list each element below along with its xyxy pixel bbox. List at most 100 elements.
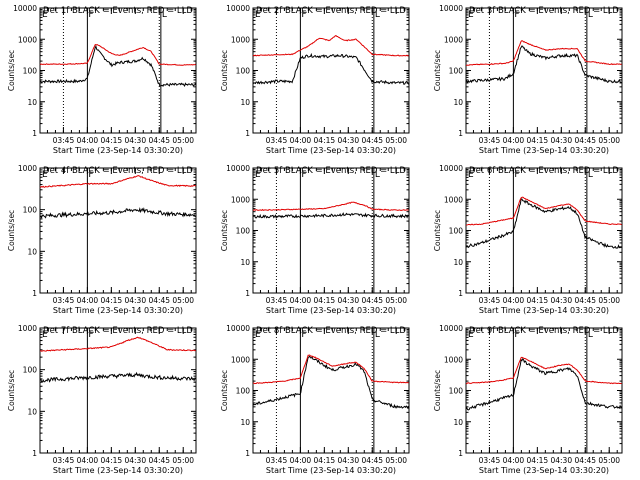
x-tick-label: 04:45 bbox=[361, 456, 383, 465]
x-tick-label: 04:45 bbox=[148, 296, 170, 305]
y-axis-label: Counts/sec bbox=[7, 370, 16, 411]
y-tick-label: 10000 bbox=[439, 164, 463, 173]
corner-label: E bbox=[255, 330, 261, 340]
x-axis-label: Start Time (23-Sep-14 03:30:20) bbox=[266, 306, 396, 315]
x-tick-label: 03:45 bbox=[266, 136, 288, 145]
x-tick-label: 04:00 bbox=[77, 296, 99, 305]
y-axis-label: Counts/sec bbox=[433, 210, 442, 251]
y-tick-label: 10000 bbox=[226, 324, 250, 333]
x-tick-label: 04:30 bbox=[550, 296, 572, 305]
y-axis-label: Counts/sec bbox=[220, 210, 229, 251]
series-events-line bbox=[465, 45, 622, 84]
y-tick-label: 1000 bbox=[18, 324, 37, 333]
x-tick-label: 05:00 bbox=[598, 296, 620, 305]
series-events-line bbox=[252, 355, 410, 410]
x-axis-label: Start Time (23-Sep-14 03:30:20) bbox=[53, 146, 183, 155]
marker-label: F bbox=[88, 170, 93, 180]
y-tick-label: 10000 bbox=[13, 4, 37, 13]
detector-panel: Det 6f BLACK = Events, RED = LLD 1 10 100 10… bbox=[433, 164, 623, 315]
x-tick-label: 04:15 bbox=[527, 136, 549, 145]
corner-label: E bbox=[42, 170, 48, 180]
x-tick-label: 05:00 bbox=[385, 296, 407, 305]
marker-label: L bbox=[588, 170, 593, 180]
marker-label: F bbox=[301, 10, 306, 20]
plot-frame bbox=[39, 327, 197, 454]
x-tick-label: 04:45 bbox=[361, 296, 383, 305]
x-tick-label: 05:00 bbox=[385, 456, 407, 465]
panel-title: Det 3f BLACK = Events, RED = LLD bbox=[469, 6, 619, 16]
detector-panel: Det 5f BLACK = Events, RED = LLD 1 10 100 10… bbox=[220, 164, 410, 315]
x-tick-label: 03:45 bbox=[479, 296, 501, 305]
x-axis-label: Start Time (23-Sep-14 03:30:20) bbox=[53, 306, 183, 315]
x-tick-label: 05:00 bbox=[172, 456, 194, 465]
marker-label: L bbox=[588, 330, 593, 340]
series-events-line bbox=[465, 358, 623, 411]
x-tick-label: 04:00 bbox=[503, 296, 525, 305]
marker-label: L bbox=[588, 10, 593, 20]
x-tick-label: 04:30 bbox=[337, 456, 359, 465]
x-tick-label: 04:00 bbox=[290, 456, 312, 465]
y-tick-label: 100 bbox=[236, 387, 251, 396]
x-tick-label: 04:00 bbox=[77, 456, 99, 465]
y-tick-label: 1000 bbox=[18, 35, 37, 44]
corner-label: E bbox=[255, 170, 261, 180]
marker-label: F bbox=[88, 330, 93, 340]
y-tick-label: 1000 bbox=[444, 35, 463, 44]
corner-label: E bbox=[468, 10, 474, 20]
corner-label: E bbox=[468, 330, 474, 340]
panel-title: Det 7f BLACK = Events, RED = LLD bbox=[43, 326, 193, 336]
marker-label: F bbox=[301, 330, 306, 340]
y-tick-label: 1000 bbox=[231, 355, 250, 364]
series-lld-line bbox=[465, 196, 622, 226]
x-tick-label: 04:45 bbox=[361, 136, 383, 145]
x-tick-label: 04:30 bbox=[124, 136, 146, 145]
series-lld-line bbox=[465, 356, 622, 385]
marker-label: L bbox=[375, 330, 380, 340]
x-tick-label: 04:30 bbox=[337, 296, 359, 305]
x-tick-label: 03:45 bbox=[53, 296, 75, 305]
series-events-line bbox=[39, 44, 197, 87]
marker-label: F bbox=[301, 170, 306, 180]
y-tick-label: 10 bbox=[240, 418, 250, 427]
x-tick-label: 05:00 bbox=[598, 456, 620, 465]
panel-title: Det 8f BLACK = Events, RED = LLD bbox=[256, 326, 406, 336]
marker-label: L bbox=[375, 10, 380, 20]
x-tick-label: 04:15 bbox=[314, 456, 336, 465]
y-axis-label: Counts/sec bbox=[433, 50, 442, 91]
detector-panel: Det 8f BLACK = Events, RED = LLD 1 10 100 10… bbox=[220, 324, 410, 475]
x-tick-label: 04:15 bbox=[527, 296, 549, 305]
corner-label: E bbox=[255, 10, 261, 20]
marker-label: F bbox=[88, 10, 93, 20]
x-tick-label: 04:45 bbox=[574, 296, 596, 305]
x-tick-label: 04:45 bbox=[574, 456, 596, 465]
y-tick-label: 100 bbox=[449, 227, 464, 236]
x-tick-label: 04:15 bbox=[101, 456, 123, 465]
y-tick-label: 100 bbox=[23, 67, 38, 76]
y-tick-label: 10 bbox=[27, 98, 37, 107]
y-tick-label: 10000 bbox=[226, 4, 250, 13]
x-tick-label: 04:45 bbox=[574, 136, 596, 145]
x-tick-label: 03:45 bbox=[479, 136, 501, 145]
corner-label: E bbox=[42, 330, 48, 340]
x-axis-label: Start Time (23-Sep-14 03:30:20) bbox=[266, 146, 396, 155]
x-tick-label: 04:00 bbox=[290, 296, 312, 305]
x-tick-label: 05:00 bbox=[385, 136, 407, 145]
x-tick-label: 04:15 bbox=[527, 456, 549, 465]
y-tick-label: 10000 bbox=[439, 324, 463, 333]
panel-title: Det 9f BLACK = Events, RED = LLD bbox=[469, 326, 619, 336]
y-axis-label: Counts/sec bbox=[7, 210, 16, 251]
y-tick-label: 1 bbox=[32, 289, 37, 298]
y-tick-label: 10 bbox=[453, 258, 463, 267]
panel-title: Det 4f BLACK = Events, RED = LLD bbox=[43, 166, 193, 176]
y-tick-label: 10 bbox=[453, 418, 463, 427]
series-lld-line bbox=[252, 354, 409, 385]
x-axis-label: Start Time (23-Sep-14 03:30:20) bbox=[479, 466, 609, 475]
x-tick-label: 04:00 bbox=[503, 136, 525, 145]
y-axis-label: Counts/sec bbox=[7, 50, 16, 91]
detector-panel: Det 1f BLACK = Events, RED = LLD 1 10 100 10… bbox=[7, 4, 197, 155]
marker-label: F bbox=[514, 330, 519, 340]
x-tick-label: 04:45 bbox=[148, 456, 170, 465]
y-tick-label: 1 bbox=[458, 449, 463, 458]
y-tick-label: 100 bbox=[449, 387, 464, 396]
series-lld-line bbox=[39, 174, 196, 188]
